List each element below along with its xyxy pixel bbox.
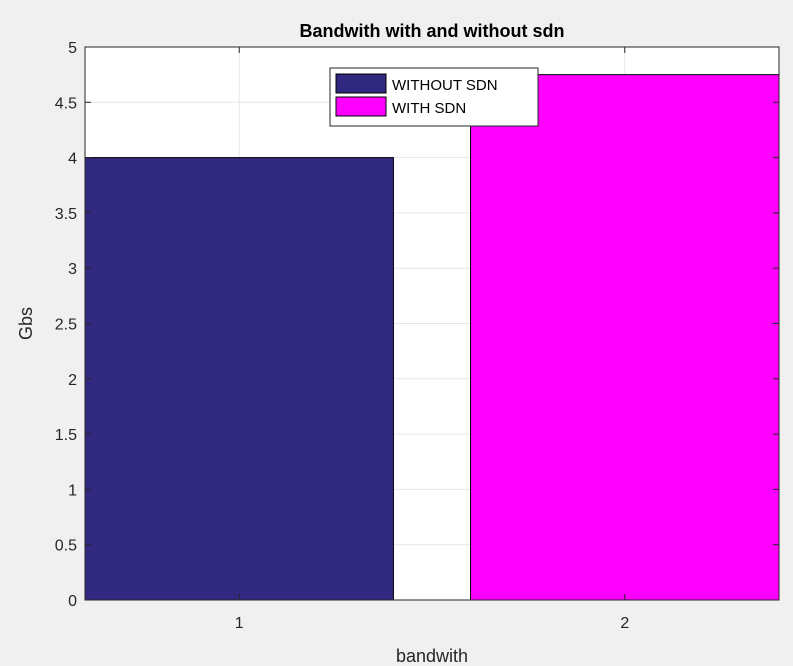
y-axis-label: Gbs [16,307,36,340]
legend: WITHOUT SDN WITH SDN [329,67,539,127]
y-tick-label: 3.5 [55,206,77,223]
y-axis-ticks: 0 0.5 1 1.5 2 2.5 3 3.5 4 4.5 5 [55,40,779,610]
chart-title: Bandwith with and without sdn [300,21,565,41]
x-tick-label: 1 [235,615,244,632]
legend-swatch [335,73,387,94]
legend-label: WITHOUT SDN [392,77,498,94]
bars-group [84,74,780,601]
legend-swatch [335,96,387,117]
y-tick-label: 1.5 [55,427,77,444]
y-tick-label: 1 [68,482,77,499]
x-tick-label: 2 [620,615,629,632]
y-tick-label: 2 [68,372,77,389]
x-axis-label: bandwith [396,646,468,666]
y-tick-label: 4.5 [55,95,77,112]
y-tick-label: 0 [68,593,77,610]
y-tick-label: 5 [68,40,77,57]
y-tick-label: 0.5 [55,538,77,555]
y-tick-label: 4 [68,151,77,168]
y-tick-label: 3 [68,261,77,278]
legend-label: WITH SDN [392,100,466,117]
bar-with-sdn [470,74,780,601]
y-tick-label: 2.5 [55,317,77,334]
bar-without-sdn [84,157,394,601]
